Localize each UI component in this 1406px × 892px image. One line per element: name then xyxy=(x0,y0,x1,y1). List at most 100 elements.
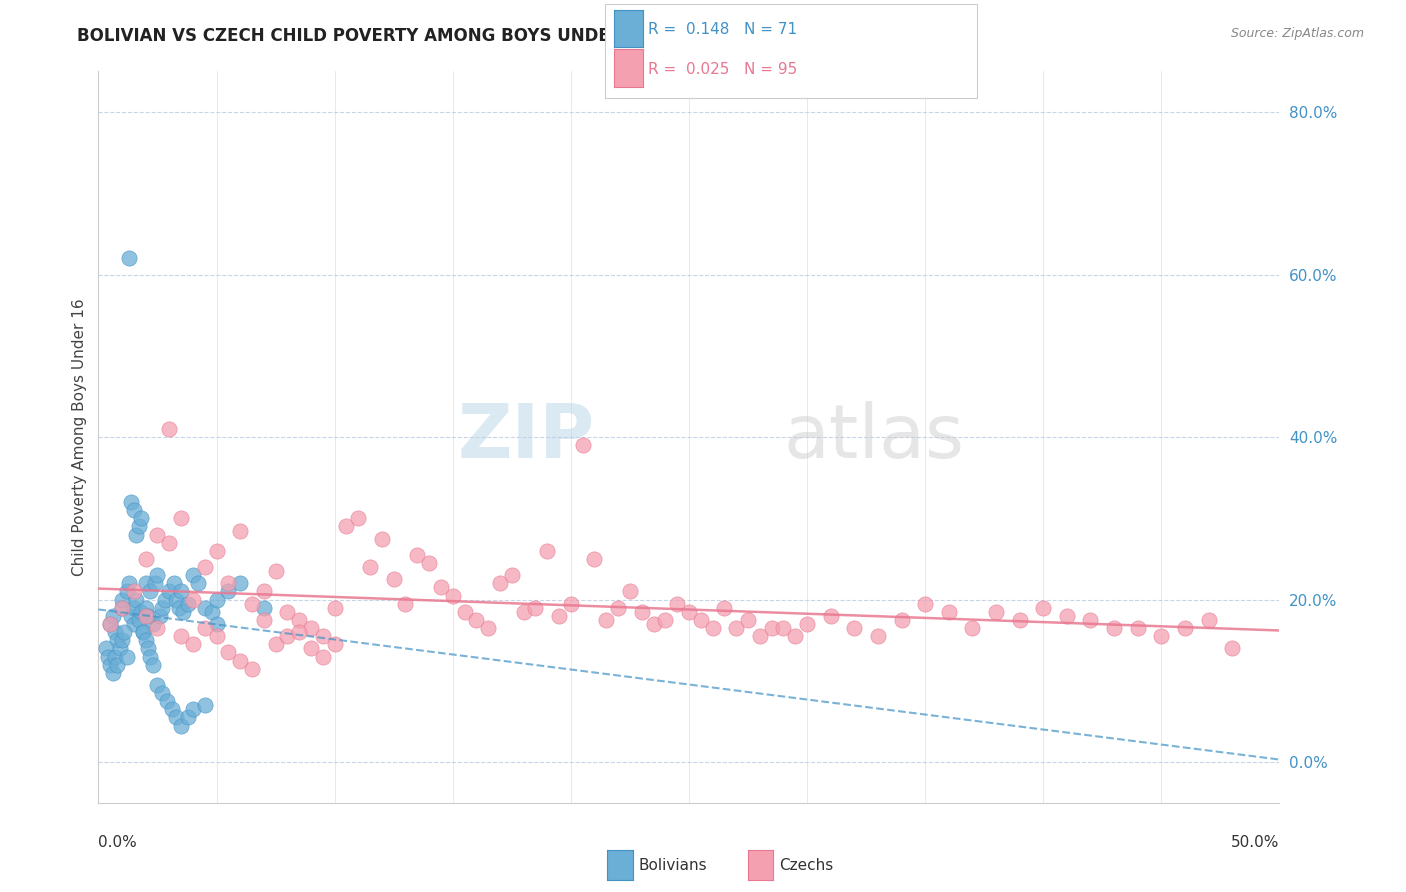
Point xyxy=(129,511,152,525)
Point xyxy=(430,581,453,595)
Text: Source: ZipAtlas.com: Source: ZipAtlas.com xyxy=(1230,27,1364,40)
Point xyxy=(512,605,534,619)
Point xyxy=(194,600,217,615)
Point xyxy=(165,710,187,724)
Point xyxy=(914,597,936,611)
Point xyxy=(866,629,889,643)
Point xyxy=(181,568,204,582)
Point xyxy=(312,649,335,664)
Point xyxy=(105,633,128,648)
Point xyxy=(142,657,165,672)
Point xyxy=(465,613,488,627)
Point xyxy=(217,645,239,659)
Point xyxy=(299,621,322,635)
Point xyxy=(820,608,842,623)
Point xyxy=(253,600,276,615)
Point xyxy=(335,519,357,533)
Point xyxy=(201,605,224,619)
Point xyxy=(136,641,159,656)
Point xyxy=(157,535,180,549)
Text: R =  0.148   N = 71: R = 0.148 N = 71 xyxy=(648,21,797,37)
Point xyxy=(135,576,157,591)
Point xyxy=(205,629,228,643)
Point xyxy=(785,629,807,643)
Point xyxy=(571,438,593,452)
Point xyxy=(217,584,239,599)
Point xyxy=(121,495,143,509)
Point xyxy=(118,252,141,266)
Point xyxy=(181,637,204,651)
Point xyxy=(477,621,499,635)
Point xyxy=(1220,641,1243,656)
Point xyxy=(713,600,735,615)
Point xyxy=(132,625,155,640)
Point xyxy=(167,600,190,615)
Point xyxy=(984,605,1007,619)
Point xyxy=(276,605,298,619)
Point xyxy=(583,552,606,566)
Text: BOLIVIAN VS CZECH CHILD POVERTY AMONG BOYS UNDER 16 CORRELATION CHART: BOLIVIAN VS CZECH CHILD POVERTY AMONG BO… xyxy=(77,27,856,45)
Point xyxy=(394,597,416,611)
Point xyxy=(160,702,183,716)
Point xyxy=(1032,600,1054,615)
Point xyxy=(111,592,134,607)
Point xyxy=(149,608,172,623)
Point xyxy=(104,625,127,640)
Point xyxy=(441,589,464,603)
Point xyxy=(125,527,148,541)
Point xyxy=(98,657,121,672)
Point xyxy=(264,637,287,651)
Point xyxy=(678,605,700,619)
Point xyxy=(772,621,794,635)
Point xyxy=(122,600,145,615)
Point xyxy=(524,600,547,615)
Point xyxy=(501,568,523,582)
Point xyxy=(418,556,440,570)
Point xyxy=(132,625,155,640)
Point xyxy=(217,576,239,591)
Point xyxy=(122,584,145,599)
Point xyxy=(153,592,176,607)
Point xyxy=(135,600,157,615)
Point xyxy=(630,605,652,619)
Point xyxy=(264,564,287,578)
Point xyxy=(229,524,252,538)
Point xyxy=(962,621,984,635)
Point xyxy=(139,584,162,599)
Point xyxy=(122,503,145,517)
Point xyxy=(229,654,252,668)
Point xyxy=(347,511,370,525)
Point xyxy=(205,592,228,607)
Point xyxy=(111,600,134,615)
Point xyxy=(177,597,200,611)
Text: R =  0.025   N = 95: R = 0.025 N = 95 xyxy=(648,62,797,78)
Point xyxy=(129,605,152,619)
Point xyxy=(654,613,676,627)
Point xyxy=(453,605,475,619)
Point xyxy=(560,597,582,611)
Point xyxy=(98,617,121,632)
Point xyxy=(607,600,630,615)
Point xyxy=(146,678,169,692)
Point xyxy=(489,576,512,591)
Point xyxy=(150,686,173,700)
Text: 0.0%: 0.0% xyxy=(98,835,138,850)
Point xyxy=(143,576,166,591)
Point xyxy=(253,613,276,627)
Point xyxy=(165,592,187,607)
Point xyxy=(181,702,204,716)
Point xyxy=(115,649,138,664)
Point xyxy=(796,617,818,632)
Point xyxy=(122,617,145,632)
Point xyxy=(288,625,311,640)
Point xyxy=(288,613,311,627)
Point xyxy=(125,592,148,607)
Point xyxy=(128,613,150,627)
Point xyxy=(1198,613,1220,627)
Point xyxy=(548,608,571,623)
Text: Czechs: Czechs xyxy=(779,858,834,872)
Point xyxy=(382,572,405,586)
Point xyxy=(170,511,193,525)
Point xyxy=(170,718,193,732)
Point xyxy=(536,544,558,558)
